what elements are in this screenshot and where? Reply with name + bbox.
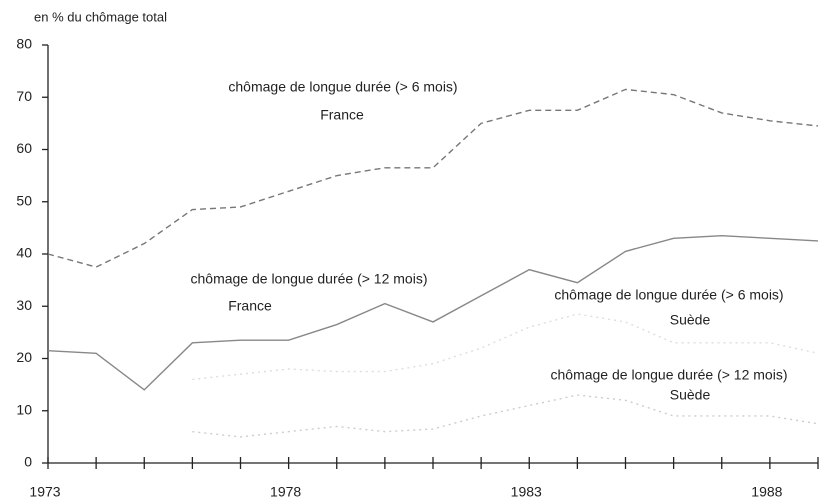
series-label: chômage de longue durée (> 6 mois)	[554, 287, 783, 303]
y-tick-label: 10	[16, 401, 32, 417]
y-tick-label: 70	[16, 88, 32, 104]
series-label: chômage de longue durée (> 12 mois)	[191, 271, 428, 287]
y-tick-label: 50	[16, 192, 32, 208]
line	[47, 235, 819, 391]
series-label: France	[228, 298, 272, 314]
x-tick-label: 1988	[751, 484, 782, 500]
y-tick-label: 0	[24, 454, 32, 470]
y-tick-label: 40	[16, 245, 32, 261]
series-label: chômage de longue durée (> 12 mois)	[551, 367, 788, 383]
series-label: Suède	[670, 387, 711, 403]
line	[47, 88, 819, 268]
x-tick-label: 1973	[29, 484, 60, 500]
y-tick-label: 80	[16, 36, 32, 52]
y-tick-label: 30	[16, 297, 32, 313]
series-label: chômage de longue durée (> 6 mois)	[228, 79, 457, 95]
y-tick-label: 20	[16, 349, 32, 365]
x-tick-label: 1978	[270, 484, 301, 500]
series-label: Suède	[670, 312, 711, 328]
y-tick-label: 60	[16, 140, 32, 156]
line	[192, 313, 819, 381]
series-label: France	[320, 107, 364, 123]
line	[192, 394, 819, 438]
y-axis-label: en % du chômage total	[34, 9, 167, 24]
x-tick-label: 1983	[511, 484, 542, 500]
